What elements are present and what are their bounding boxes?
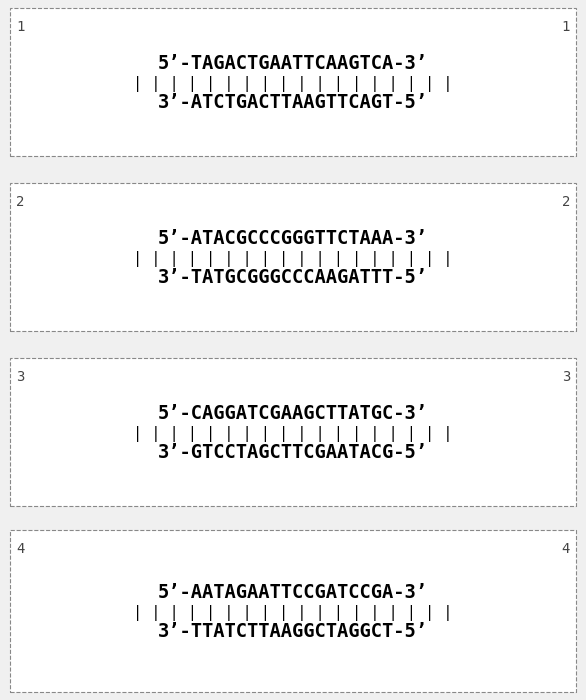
Text: 2: 2	[16, 195, 25, 209]
Polygon shape	[10, 530, 576, 692]
Text: | | | | | | | | | | | | | | | | | |: | | | | | | | | | | | | | | | | | |	[133, 251, 453, 267]
Text: 5’-TAGACTGAATTCAAGTCA-3’: 5’-TAGACTGAATTCAAGTCA-3’	[158, 54, 428, 73]
Text: 4: 4	[16, 542, 25, 556]
Text: 2: 2	[561, 195, 570, 209]
Text: 5’-ATACGCCCGGGTTCTAAA-3’: 5’-ATACGCCCGGGTTCTAAA-3’	[158, 229, 428, 248]
Text: | | | | | | | | | | | | | | | | | |: | | | | | | | | | | | | | | | | | |	[133, 76, 453, 92]
Text: 5’-CAGGATCGAAGCTTATGC-3’: 5’-CAGGATCGAAGCTTATGC-3’	[158, 404, 428, 423]
Text: 4: 4	[561, 542, 570, 556]
Text: 5’-AATAGAATTCCGATCCGA-3’: 5’-AATAGAATTCCGATCCGA-3’	[158, 583, 428, 602]
Text: 3’-TATGCGGGCCCAAGATTT-5’: 3’-TATGCGGGCCCAAGATTT-5’	[158, 268, 428, 288]
Text: 3’-GTCCTAGCTTCGAATACG-5’: 3’-GTCCTAGCTTCGAATACG-5’	[158, 443, 428, 463]
Text: 3: 3	[16, 370, 25, 384]
Text: 1: 1	[561, 20, 570, 34]
Text: 1: 1	[16, 20, 25, 34]
Text: 3’-TTATCTTAAGGCTAGGCT-5’: 3’-TTATCTTAAGGCTAGGCT-5’	[158, 622, 428, 641]
Polygon shape	[10, 358, 576, 506]
Polygon shape	[10, 183, 576, 331]
Text: | | | | | | | | | | | | | | | | | |: | | | | | | | | | | | | | | | | | |	[133, 426, 453, 442]
Text: 3’-ATCTGACTTAAGTTCAGT-5’: 3’-ATCTGACTTAAGTTCAGT-5’	[158, 93, 428, 113]
Polygon shape	[10, 8, 576, 156]
Text: 3: 3	[561, 370, 570, 384]
Text: | | | | | | | | | | | | | | | | | |: | | | | | | | | | | | | | | | | | |	[133, 605, 453, 621]
